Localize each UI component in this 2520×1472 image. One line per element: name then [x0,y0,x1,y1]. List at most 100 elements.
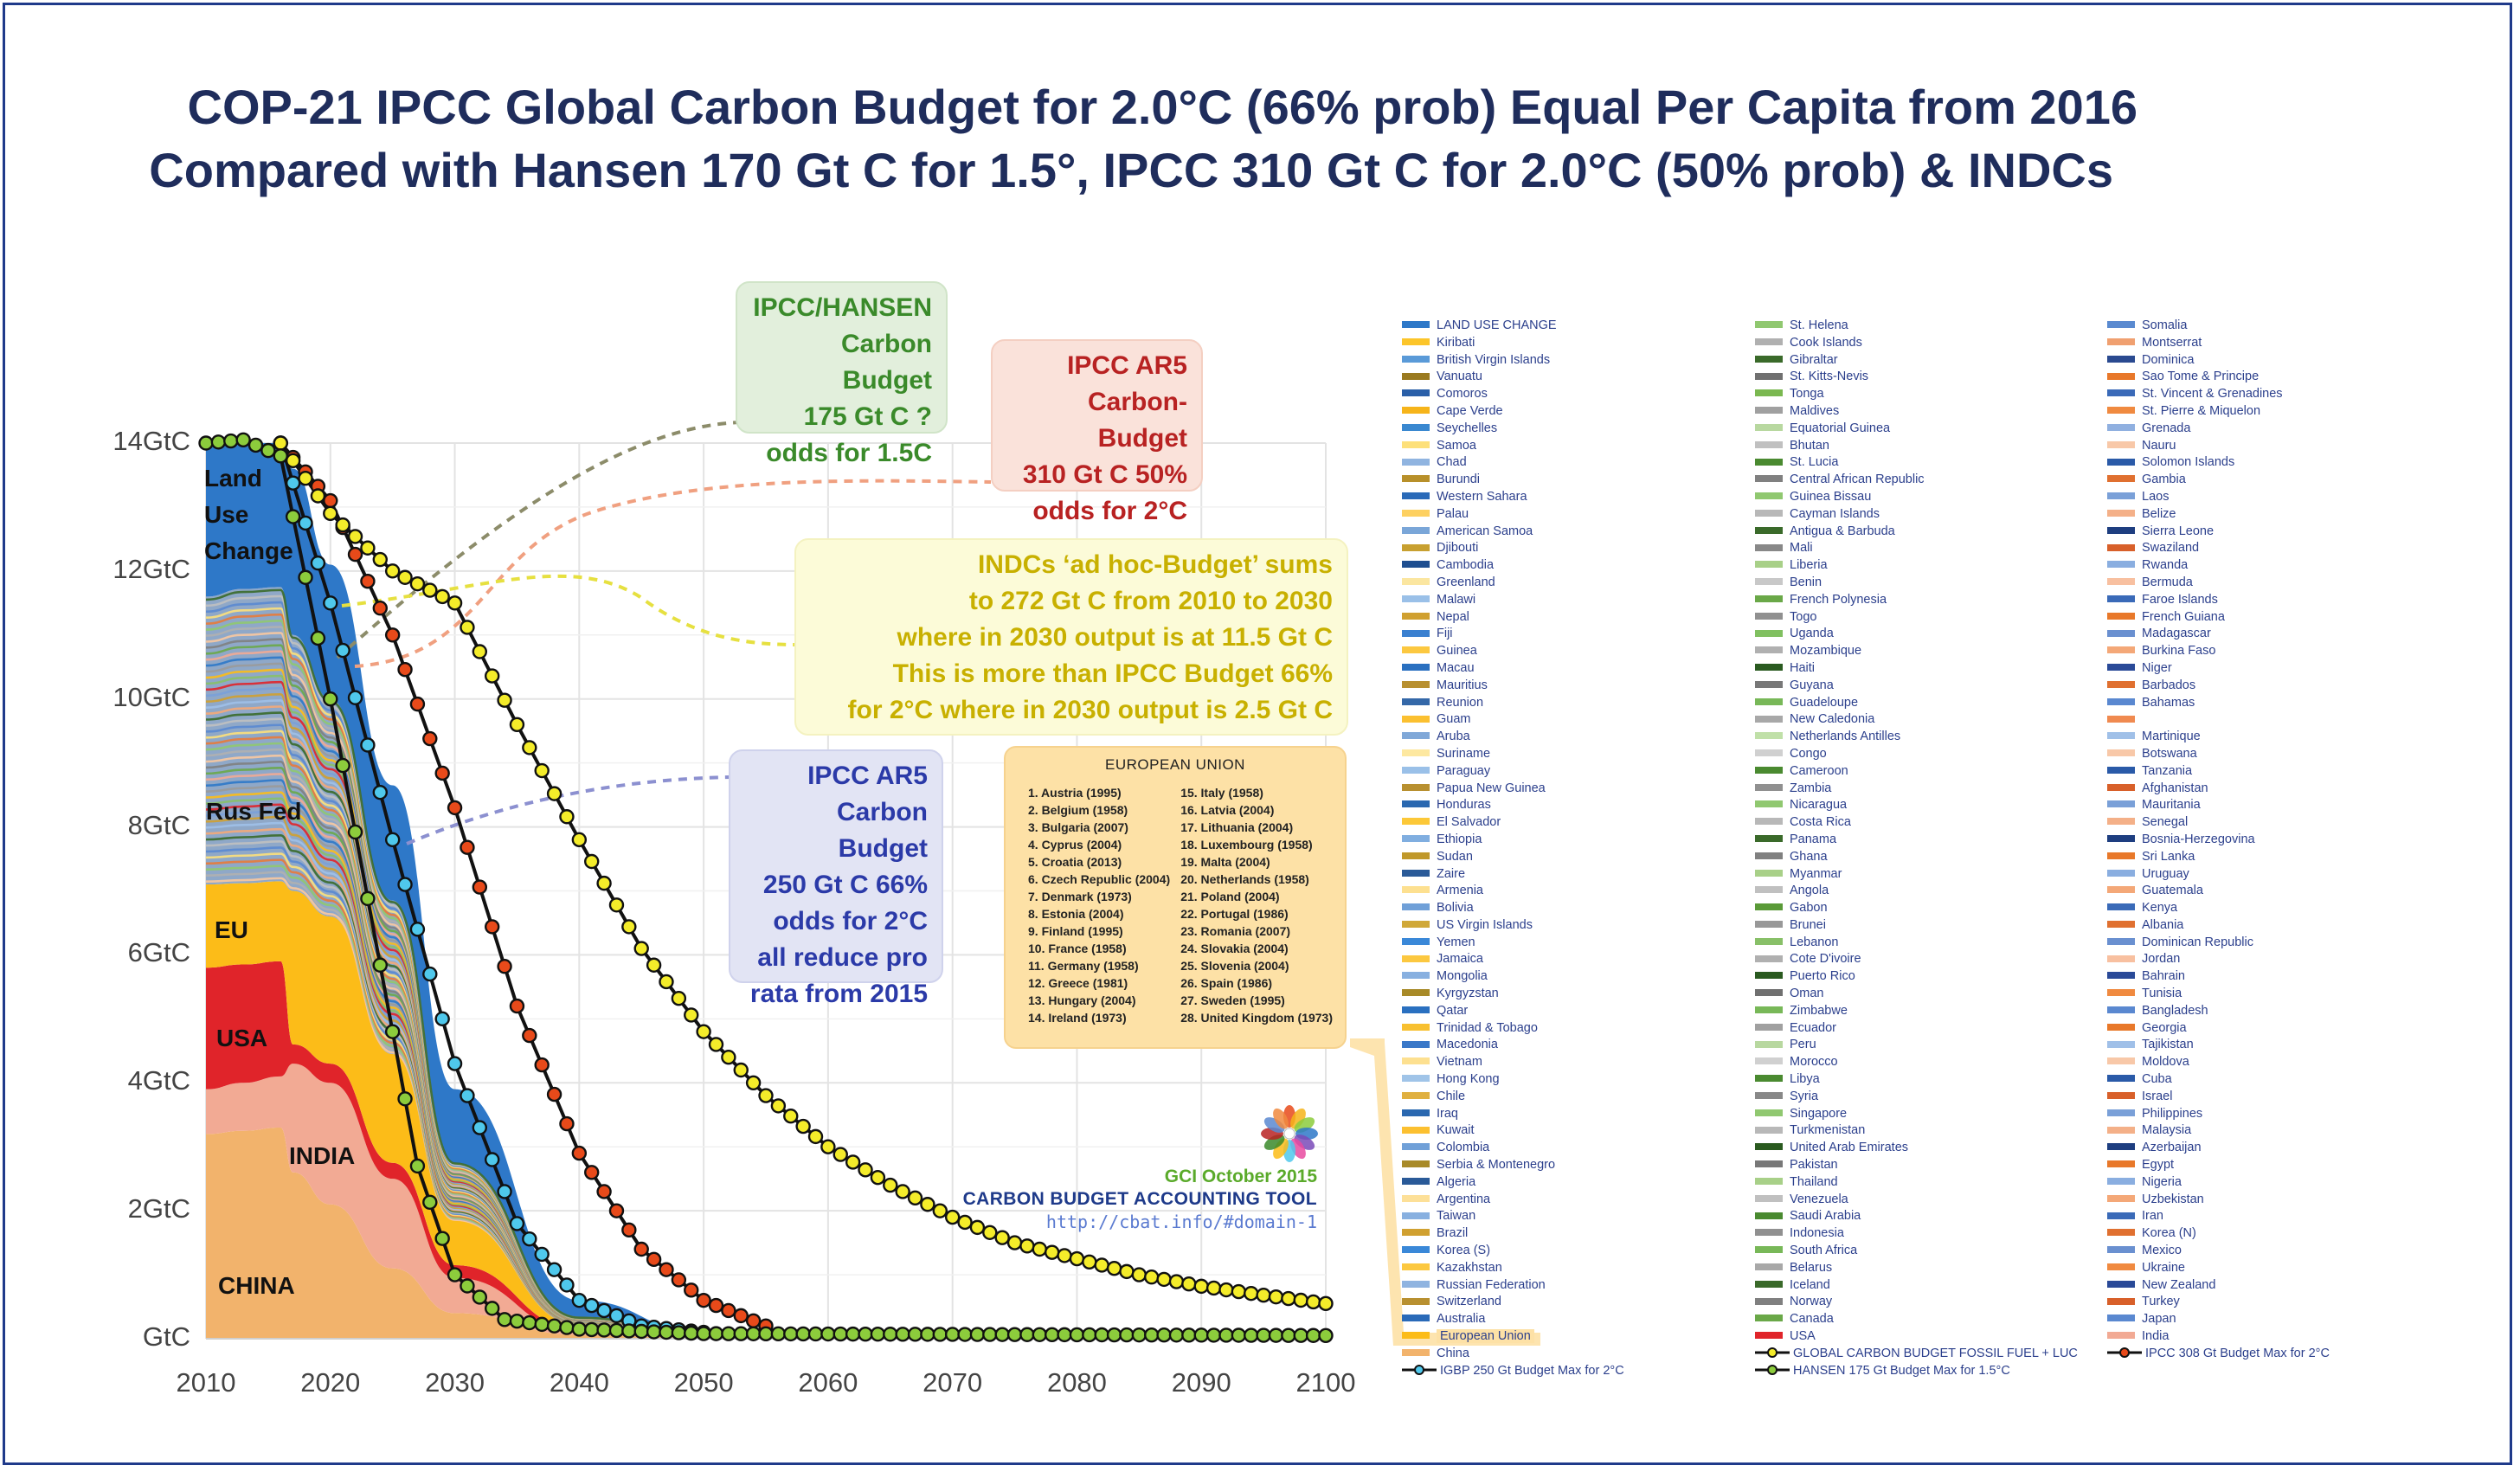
series-marker [708,1326,724,1341]
legend-swatch [1402,1057,1430,1065]
legend-label: Libya [1790,1072,1820,1087]
legend-item: Uruguay [2107,866,2436,884]
legend-item: Trinidad & Tobago [1402,1020,1731,1038]
hansen-line-2: Carbon Budget [841,330,932,395]
indc-line-5: for 2°C where in 2030 output is 2.5 Gt C [847,696,1333,724]
legend-swatch [1755,818,1783,826]
series-marker [559,1320,575,1335]
legend-item: French Polynesia [1755,592,2084,609]
legend-label: Iraq [1437,1106,1458,1121]
series-marker [1119,1263,1135,1280]
legend-item: Belarus [1755,1260,2084,1277]
legend-swatch [1755,783,1783,791]
legend-label: Chad [1437,455,1467,470]
legend-swatch [1402,1143,1430,1151]
legend-label: Tunisia [2142,987,2182,1001]
legend-item: Bahrain [2107,968,2436,986]
legend-swatch [1402,355,1430,363]
legend-item: Laos [2107,489,2436,506]
series-marker [1256,1288,1271,1303]
series-marker [347,546,363,562]
legend-swatch [1402,697,1430,705]
legend-swatch [1402,612,1430,620]
y-tick-label: 6GtC [127,937,190,968]
series-marker [497,959,512,974]
series-marker [1318,1295,1334,1312]
title-line-2: Compared with Hansen 170 Gt C for 1.5°, … [149,143,2113,197]
legend-item: Georgia [2107,1020,2436,1038]
legend-item: Mauritius [1402,678,1731,695]
legend-item: Bolivia [1402,900,1731,917]
legend-label: Ethiopia [1437,832,1482,846]
stack-layer-india [206,1064,704,1339]
legend-label: Rwanda [2142,558,2189,573]
legend-label: Armenia [1437,884,1483,898]
legend-label: Malaysia [2142,1123,2192,1138]
ar5-310-line-4: odds for 2°C [1032,497,1187,525]
legend-item: Liberia [1755,557,2084,575]
legend-label: Egypt [2142,1158,2175,1173]
legend-item: Canada [1755,1311,2084,1328]
series-marker [584,1321,600,1338]
series-marker [1305,1294,1321,1310]
legend-label: Dominican Republic [2142,935,2253,949]
y-tick-label: 4GtC [127,1065,190,1096]
series-marker [1032,1241,1048,1257]
series-marker [1069,1327,1085,1343]
legend-item: Singapore [1755,1106,2084,1123]
series-marker [1244,1327,1259,1343]
legend-swatch [1755,475,1783,483]
credit-url[interactable]: http://cbat.info/#domain-1 [1045,1212,1317,1232]
legend-item: Dominica [2107,352,2436,370]
series-marker [646,1324,662,1340]
legend-swatch [1402,1160,1430,1168]
series-marker [397,662,413,678]
legend-swatch [1402,1212,1430,1219]
legend-swatch [2107,407,2135,415]
series-marker [957,1327,973,1342]
legend-label: Gambia [2142,472,2186,487]
series-marker [248,437,264,453]
legend-swatch [1755,337,1783,345]
legend-label: Japan [2142,1312,2176,1327]
legend-marker-item: IGBP 250 Gt Budget Max for 2°C [1402,1363,1731,1380]
eu-member-item: 25. Slovenia (2004) [1180,959,1289,973]
series-marker [1094,1327,1109,1343]
legend-label: US Virgin Islands [1437,917,1533,932]
eu-member-item: 4. Cyprus (2004) [1028,838,1122,852]
eu-member-item: 1. Austria (1995) [1028,786,1122,800]
legend-label: Nepal [1437,609,1469,624]
eu-box-title: EUROPEAN UNION [1105,756,1245,773]
series-marker [745,1326,762,1341]
legend-swatch [2107,1023,2135,1031]
legend-label: China [1437,1346,1469,1360]
legend-label: American Samoa [1437,524,1533,538]
legend-label: Belarus [1790,1260,1833,1275]
legend-label: Djibouti [1437,541,1479,556]
legend-label: Burundi [1437,472,1480,487]
legend-swatch [2107,1263,2135,1270]
legend-marker-icon [1402,1364,1437,1375]
series-marker [447,595,463,611]
legend-label: St. Lucia [1790,455,1839,470]
legend-swatch [1755,1075,1783,1083]
legend-swatch [1402,1126,1430,1134]
legend-label: Bermuda [2142,575,2193,589]
legend-item: China [1402,1346,1731,1363]
legend-swatch [2107,389,2135,397]
legend-label: Benin [1790,575,1822,589]
legend-item: Zaire [1402,866,1731,884]
legend-item: Indonesia [1755,1225,2084,1243]
series-marker [982,1225,998,1240]
series-marker [1131,1327,1148,1343]
series-marker [434,1011,450,1027]
legend-swatch [2107,423,2135,431]
series-marker [1131,1267,1148,1282]
legend-item: Burkina Faso [2107,643,2436,660]
eu-member-item: 5. Croatia (2013) [1028,855,1122,869]
series-marker [559,1115,575,1132]
legend-item: India [2107,1328,2436,1346]
legend-label: Mongolia [1437,969,1488,984]
legend-item: Gabon [1755,900,2084,917]
legend-label: Peru [1790,1038,1816,1052]
